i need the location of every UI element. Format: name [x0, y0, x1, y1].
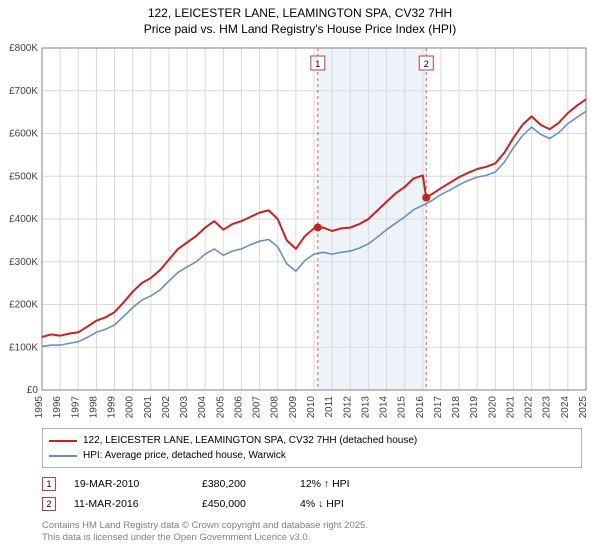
svg-text:1995: 1995	[34, 396, 45, 419]
sale-date-1: 19-MAR-2010	[74, 478, 184, 490]
sale-marker-2: 2	[42, 497, 56, 511]
legend: 122, LEICESTER LANE, LEAMINGTON SPA, CV3…	[42, 428, 582, 468]
svg-text:£700K: £700K	[9, 86, 38, 97]
svg-text:2014: 2014	[379, 396, 390, 419]
svg-text:2005: 2005	[215, 396, 226, 419]
svg-text:£400K: £400K	[9, 214, 38, 225]
svg-text:£800K: £800K	[9, 43, 38, 54]
svg-text:2024: 2024	[560, 396, 571, 419]
svg-text:2015: 2015	[397, 396, 408, 419]
svg-text:2025: 2025	[578, 396, 589, 419]
chart-svg: £0 £100K £200K £300K £400K £500K £600K £700K £80…	[0, 40, 600, 420]
title-line2: Price paid vs. HM Land Registry's House …	[0, 22, 600, 38]
svg-text:£500K: £500K	[9, 171, 38, 182]
svg-text:2017: 2017	[433, 396, 444, 419]
sale-price-2: £450,000	[202, 498, 282, 510]
svg-text:2020: 2020	[487, 396, 498, 419]
svg-text:1997: 1997	[70, 396, 81, 419]
svg-text:2019: 2019	[469, 396, 480, 419]
chart: £0 £100K £200K £300K £400K £500K £600K £700K £80…	[0, 40, 600, 420]
svg-text:2000: 2000	[125, 396, 136, 419]
svg-text:2023: 2023	[542, 396, 553, 419]
svg-text:1998: 1998	[88, 396, 99, 419]
legend-row-1: 122, LEICESTER LANE, LEAMINGTON SPA, CV3…	[49, 433, 575, 448]
svg-text:£100K: £100K	[9, 342, 38, 353]
sale-delta-1: 12% ↑ HPI	[300, 478, 390, 490]
svg-text:1996: 1996	[52, 396, 63, 419]
svg-text:2001: 2001	[143, 396, 154, 419]
svg-text:2018: 2018	[451, 396, 462, 419]
chart-container: 122, LEICESTER LANE, LEAMINGTON SPA, CV3…	[0, 0, 600, 560]
footer-line2: This data is licensed under the Open Gov…	[42, 532, 368, 544]
sales-table: 1 19-MAR-2010 £380,200 12% ↑ HPI 2 11-MA…	[42, 474, 582, 514]
svg-text:2010: 2010	[306, 396, 317, 419]
svg-text:2006: 2006	[233, 396, 244, 419]
legend-label-hpi: HPI: Average price, detached house, Warw…	[83, 448, 286, 463]
svg-text:2007: 2007	[252, 396, 263, 419]
svg-text:2: 2	[424, 59, 429, 69]
legend-swatch-property	[49, 440, 77, 442]
svg-text:£300K: £300K	[9, 257, 38, 268]
legend-swatch-hpi	[49, 455, 77, 457]
svg-text:£600K: £600K	[9, 129, 38, 140]
svg-text:2012: 2012	[342, 396, 353, 419]
svg-text:2004: 2004	[197, 396, 208, 419]
svg-text:2009: 2009	[288, 396, 299, 419]
svg-text:2021: 2021	[505, 396, 516, 419]
sale-delta-2: 4% ↓ HPI	[300, 498, 390, 510]
footer: Contains HM Land Registry data © Crown c…	[42, 520, 368, 545]
title-block: 122, LEICESTER LANE, LEAMINGTON SPA, CV3…	[0, 0, 600, 37]
svg-text:2003: 2003	[179, 396, 190, 419]
sale-price-1: £380,200	[202, 478, 282, 490]
footer-line1: Contains HM Land Registry data © Crown c…	[42, 520, 368, 532]
sale-row-2: 2 11-MAR-2016 £450,000 4% ↓ HPI	[42, 494, 582, 514]
svg-text:£200K: £200K	[9, 300, 38, 311]
legend-label-property: 122, LEICESTER LANE, LEAMINGTON SPA, CV3…	[83, 433, 417, 448]
svg-text:2022: 2022	[524, 396, 535, 419]
svg-text:£0: £0	[27, 385, 39, 396]
svg-text:2008: 2008	[270, 396, 281, 419]
svg-text:2002: 2002	[161, 396, 172, 419]
svg-text:1999: 1999	[107, 396, 118, 419]
legend-row-2: HPI: Average price, detached house, Warw…	[49, 448, 575, 463]
sale-row-1: 1 19-MAR-2010 £380,200 12% ↑ HPI	[42, 474, 582, 494]
svg-text:2016: 2016	[415, 396, 426, 419]
svg-text:2011: 2011	[324, 396, 335, 418]
sale-date-2: 11-MAR-2016	[74, 498, 184, 510]
svg-text:1: 1	[315, 59, 320, 69]
sale-marker-1: 1	[42, 477, 56, 491]
svg-text:2013: 2013	[360, 396, 371, 419]
title-line1: 122, LEICESTER LANE, LEAMINGTON SPA, CV3…	[0, 6, 600, 22]
